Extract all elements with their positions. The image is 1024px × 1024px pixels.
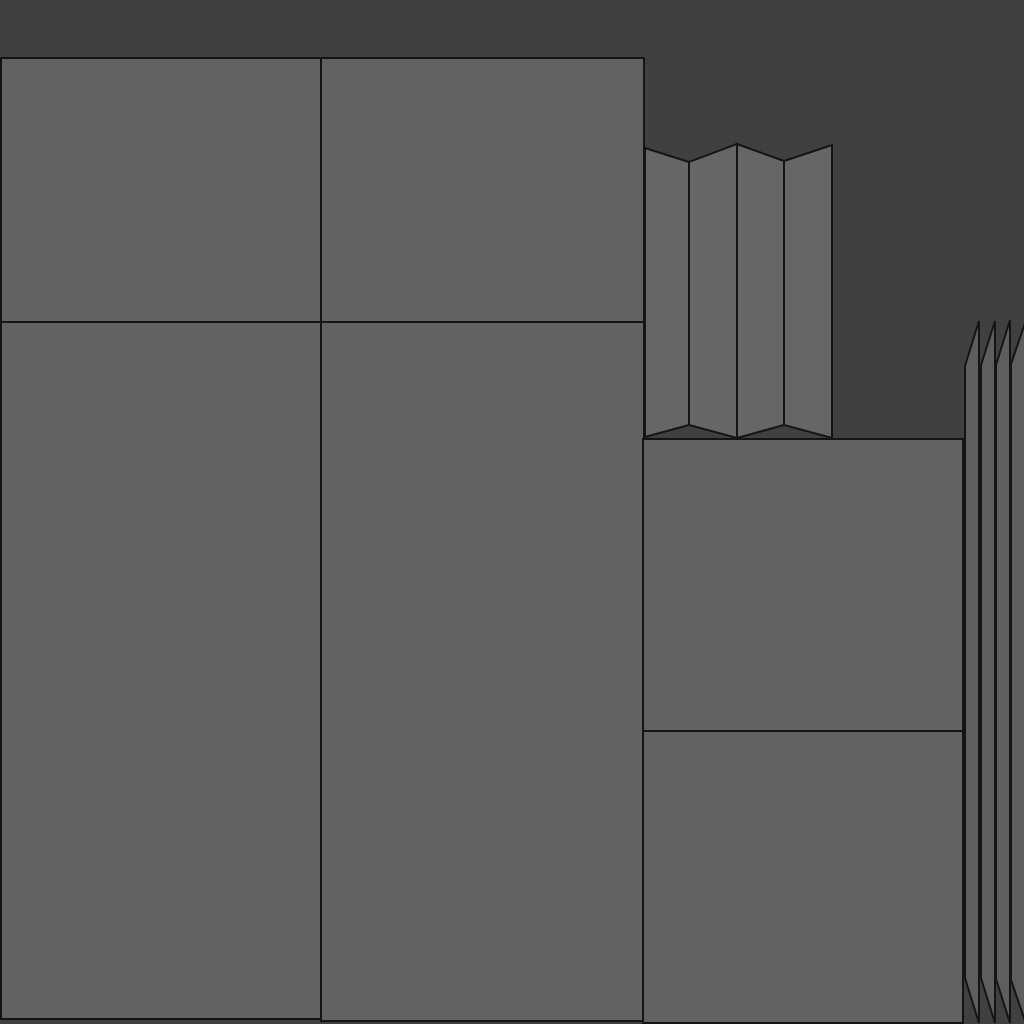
sheet-bottom-left[interactable]: [0, 321, 322, 1020]
edge-strip-1[interactable]: [964, 320, 980, 1024]
folded-panel-2[interactable]: [688, 142, 738, 440]
sheet-top-middle[interactable]: [320, 57, 645, 323]
folded-panel-3[interactable]: [736, 142, 785, 440]
sheet-right-upper[interactable]: [642, 438, 964, 732]
edge-strip-2[interactable]: [980, 320, 996, 1024]
edge-strip-4[interactable]: [1010, 320, 1024, 1024]
sheet-right-lower[interactable]: [642, 730, 964, 1024]
sheet-bottom-middle[interactable]: [320, 321, 645, 1022]
folded-panel-1[interactable]: [644, 146, 690, 439]
edge-strip-3[interactable]: [995, 319, 1011, 1024]
folded-panel-4[interactable]: [783, 143, 833, 440]
sheet-top-left[interactable]: [0, 57, 322, 323]
